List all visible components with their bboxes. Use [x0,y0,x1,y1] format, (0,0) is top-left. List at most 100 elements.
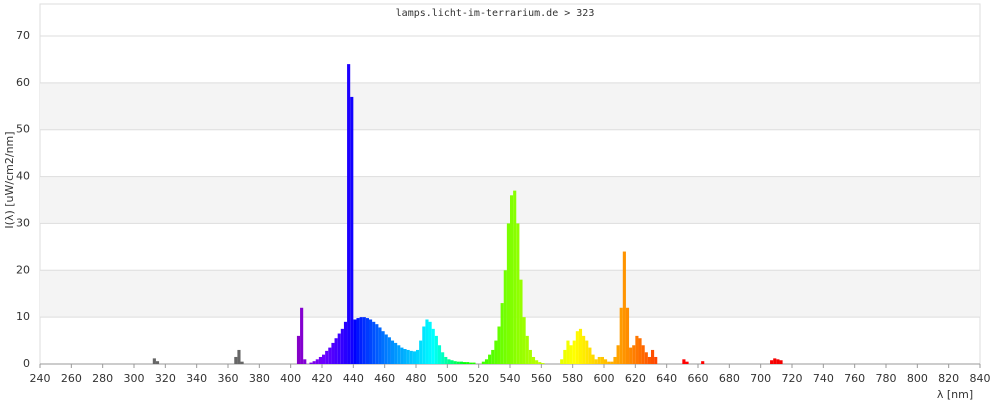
x-tick-label: 540 [500,372,521,385]
bar [616,345,620,364]
bar [497,326,501,364]
y-axis-label: I(λ) [uW/cm2/nm] [3,131,16,228]
bar [447,359,451,364]
bar [372,321,376,364]
bar [459,361,463,364]
bar [572,340,576,364]
bar [647,356,651,364]
bar [613,356,617,364]
bar [155,361,160,364]
bar [770,360,774,364]
y-tick-label: 20 [16,263,30,276]
bar [578,328,583,364]
x-tick-label: 800 [907,372,928,385]
bar [416,349,420,364]
bar [434,335,438,364]
bar [510,195,514,364]
bar [394,342,398,364]
bar [575,331,579,364]
bar [525,335,529,364]
bar [431,328,435,364]
bar [409,350,413,364]
bar [450,360,454,364]
x-tick-label: 620 [625,372,646,385]
bar [384,334,388,364]
bar [588,347,592,364]
bar [500,303,504,364]
bar [531,356,536,364]
bar [594,359,598,364]
bar [569,345,573,364]
bar [685,361,689,364]
bar [563,349,567,364]
x-tick-label: 640 [656,372,677,385]
bar [528,349,532,364]
bar [641,345,645,364]
bar [318,356,322,364]
x-tick-label: 660 [688,372,709,385]
x-tick-label: 400 [280,372,301,385]
bar [484,359,489,364]
bar [538,362,542,364]
bar [566,340,570,364]
bar [397,345,401,364]
x-tick-label: 260 [61,372,82,385]
x-axis-label: λ [nm] [937,388,973,400]
bar [682,359,686,364]
bar [356,318,360,364]
bar [441,352,445,364]
bar [378,327,382,364]
bar [541,363,545,364]
y-tick-label: 30 [16,216,30,229]
bar [610,361,614,364]
x-tick-label: 280 [92,372,113,385]
y-tick-label: 40 [16,170,30,183]
bar [453,361,457,364]
bar [604,359,608,364]
bar [619,307,623,364]
bar [535,360,539,364]
bar [422,326,426,364]
y-tick-label: 70 [16,29,30,42]
bar [597,356,601,364]
bar [625,307,630,364]
bar [350,96,354,365]
bar [644,352,648,364]
bar [629,347,633,364]
bar [381,331,385,364]
y-tick-label: 0 [23,357,30,370]
bar [469,362,473,364]
x-tick-label: 460 [374,372,395,385]
y-tick-label: 10 [16,310,30,323]
bar [701,361,705,364]
bar [390,340,395,364]
x-tick-label: 520 [468,372,489,385]
bar [444,356,448,364]
bar [463,362,467,364]
chart-title: lamps.licht-im-terrarium.de > 323 [396,8,595,19]
bar [519,279,523,364]
bar [152,358,156,364]
bar [412,351,416,364]
bar [347,64,351,364]
bar [369,319,373,364]
bar [560,359,564,364]
bar [322,354,326,364]
x-tick-label: 320 [155,372,176,385]
bar [340,328,344,364]
x-tick-label: 780 [876,372,897,385]
x-tick-label: 680 [719,372,740,385]
bar [622,251,626,364]
x-tick-label: 480 [406,372,427,385]
x-tick-label: 600 [594,372,615,385]
bar [353,319,357,364]
bar [406,349,410,364]
bar [635,335,639,364]
bar [303,359,307,364]
bar [506,223,510,364]
x-tick-label: 500 [437,372,458,385]
x-tick-label: 820 [938,372,959,385]
y-tick-label: 60 [16,76,30,89]
x-tick-label: 700 [750,372,771,385]
